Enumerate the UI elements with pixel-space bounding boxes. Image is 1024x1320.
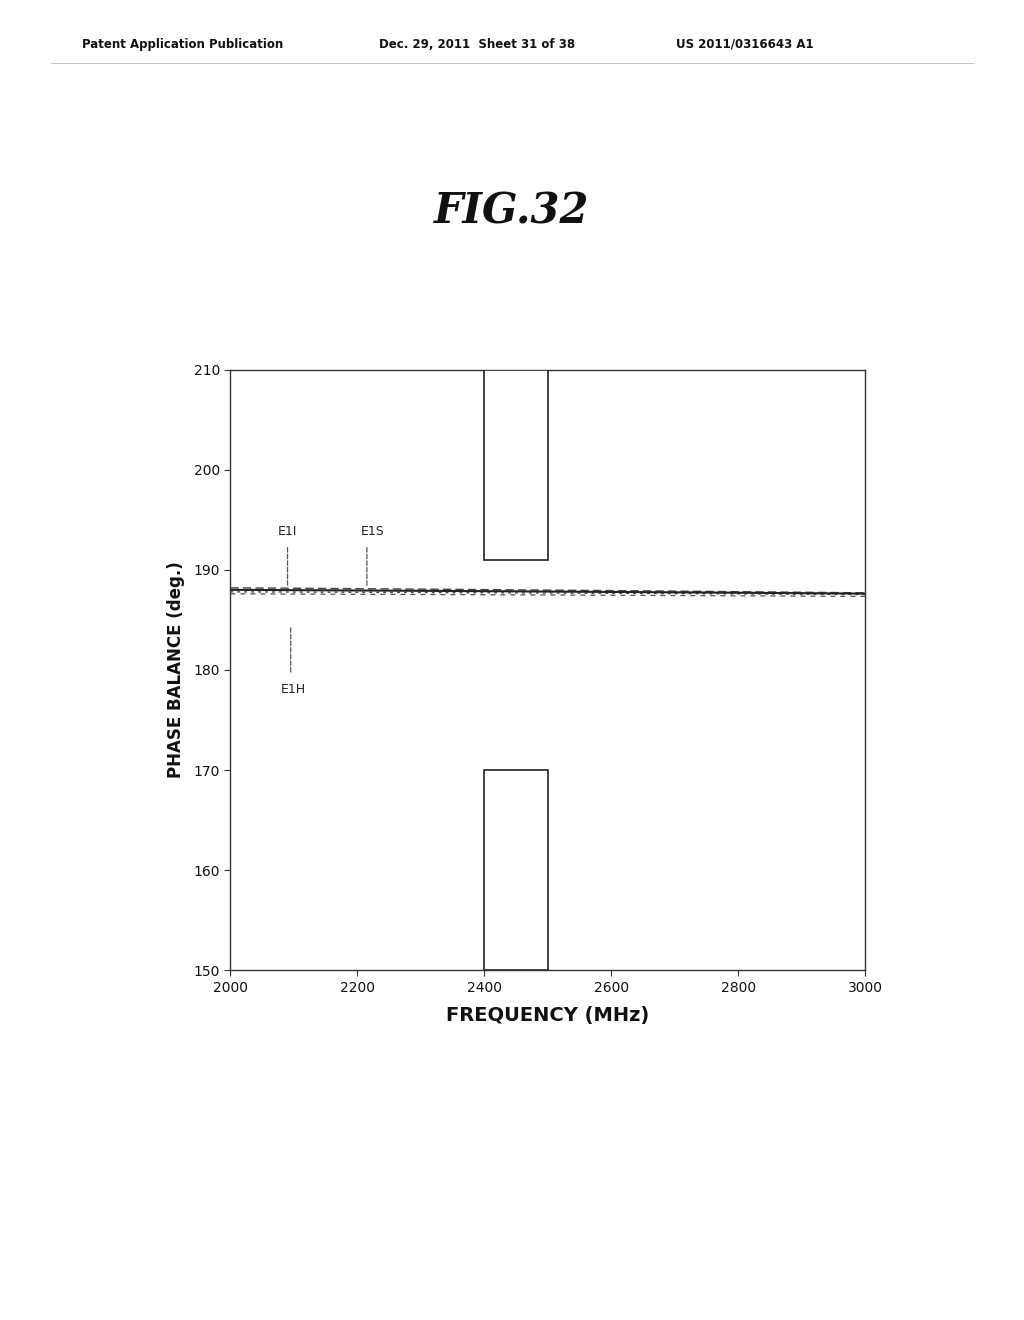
Bar: [484, 370, 548, 560]
Text: US 2011/0316643 A1: US 2011/0316643 A1: [676, 37, 813, 50]
Text: Patent Application Publication: Patent Application Publication: [82, 37, 284, 50]
Text: Dec. 29, 2011  Sheet 31 of 38: Dec. 29, 2011 Sheet 31 of 38: [379, 37, 575, 50]
Y-axis label: PHASE BALANCE (deg.): PHASE BALANCE (deg.): [167, 561, 185, 779]
Text: E1H: E1H: [282, 684, 306, 697]
Text: FIG.32: FIG.32: [434, 190, 590, 232]
Text: E1S: E1S: [360, 525, 384, 539]
X-axis label: FREQUENCY (MHz): FREQUENCY (MHz): [446, 1006, 649, 1024]
Bar: [484, 770, 548, 970]
Text: E1I: E1I: [279, 525, 297, 539]
